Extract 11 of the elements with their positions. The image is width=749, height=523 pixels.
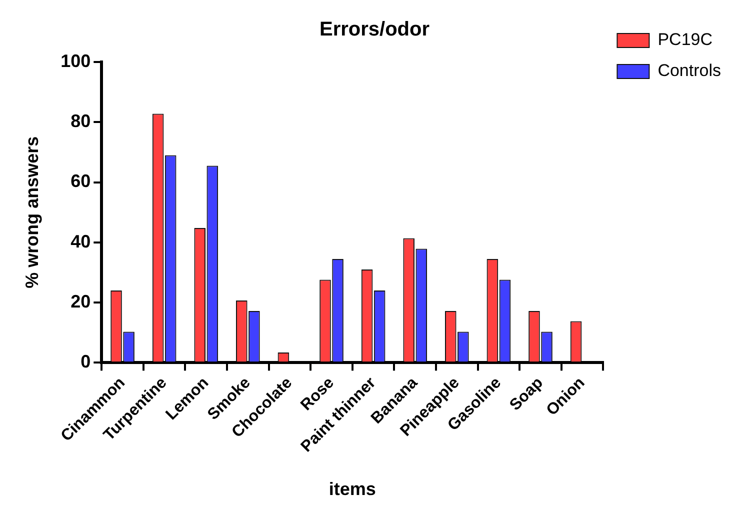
y-tick-label: 20 bbox=[70, 292, 91, 312]
y-tick-label: 100 bbox=[60, 50, 91, 71]
y-tick-label: 60 bbox=[70, 171, 91, 192]
y-tick-label: 0 bbox=[80, 352, 91, 372]
y-tick-label: 80 bbox=[70, 111, 91, 132]
y-axis-title: % wrong answers bbox=[22, 136, 42, 288]
legend-label: Controls bbox=[658, 61, 722, 80]
legend-label: PC19C bbox=[658, 30, 713, 50]
chart-title: Errors/odor bbox=[319, 18, 430, 41]
x-axis-title: items bbox=[328, 479, 376, 500]
y-tick-label: 40 bbox=[70, 231, 91, 252]
